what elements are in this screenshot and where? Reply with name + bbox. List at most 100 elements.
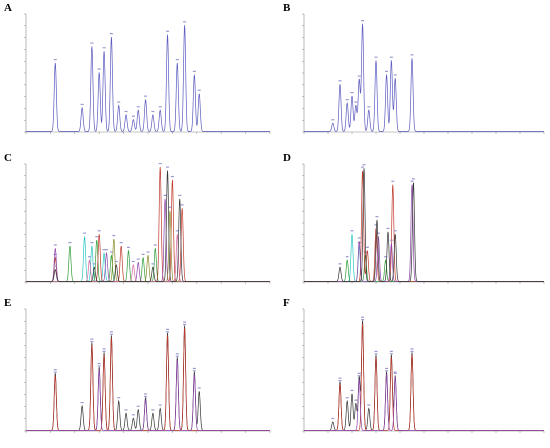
peak-marker [362, 164, 366, 166]
peak-marker [385, 367, 389, 370]
trace-series-1 [26, 325, 270, 431]
trace-series-2 [26, 327, 270, 431]
peak-marker [357, 237, 361, 239]
peak-marker [131, 115, 135, 117]
peak-marker [146, 251, 150, 253]
peak-marker [90, 242, 94, 244]
peak-marker [166, 30, 170, 32]
peak-marker [374, 56, 378, 58]
trace-series-1 [26, 236, 270, 282]
peak-marker [109, 333, 113, 335]
peak-marker [90, 338, 94, 340]
peak-marker [175, 58, 179, 61]
trace-series-3 [26, 359, 270, 431]
peak-marker [136, 405, 140, 407]
peak-marker [338, 263, 342, 265]
peak-marker [158, 162, 162, 165]
chromatogram-c [24, 162, 271, 284]
trace-series-3 [304, 170, 544, 282]
peak-marker [331, 119, 335, 121]
trace-series-1 [304, 23, 544, 132]
peak-marker [53, 244, 57, 246]
peak-marker [102, 348, 106, 350]
peak-marker [367, 106, 371, 108]
peak-marker [393, 372, 397, 374]
peak-marker [53, 371, 57, 373]
trace-series-5 [26, 210, 270, 282]
peak-marker [367, 404, 371, 406]
panel-label-f: F [283, 297, 290, 309]
peak-marker [124, 409, 128, 411]
peak-marker [410, 348, 414, 350]
axis-frame [25, 14, 270, 133]
peak-marker [163, 194, 167, 197]
peak-marker [357, 375, 361, 377]
peak-marker [183, 323, 187, 326]
peak-marker [131, 260, 135, 263]
peak-marker [354, 399, 358, 401]
peak-marker [410, 350, 414, 352]
peak-marker [136, 258, 140, 260]
panel-label-e: E [4, 297, 12, 309]
peak-marker [374, 353, 378, 355]
trace-series-2 [26, 240, 270, 282]
peak-marker [338, 377, 342, 379]
peak-marker [90, 340, 94, 343]
peak-marker [151, 263, 155, 265]
peak-marker [178, 194, 182, 197]
panel-label-a: A [4, 2, 12, 14]
peak-marker [117, 101, 121, 103]
peak-marker [384, 256, 388, 258]
peak-marker [119, 242, 123, 244]
peak-marker [393, 74, 397, 76]
peak-marker [354, 101, 358, 103]
peak-marker [393, 230, 397, 232]
peak-marker [141, 253, 145, 256]
peak-marker [389, 350, 393, 352]
chromatogram-a [24, 13, 271, 134]
trace-series-1 [304, 319, 544, 431]
peak-marker [136, 106, 140, 108]
peak-marker [192, 367, 196, 370]
peak-marker [175, 230, 179, 232]
peak-marker [112, 234, 116, 237]
peak-marker [158, 404, 162, 406]
peak-marker [80, 103, 84, 106]
chromatogram-e [24, 308, 271, 433]
peak-marker [192, 70, 196, 72]
peak-marker [375, 216, 379, 218]
peak-marker [53, 265, 57, 267]
peak-marker [158, 106, 162, 108]
peak-marker [80, 401, 84, 404]
peak-marker [68, 242, 72, 244]
peak-marker [168, 206, 172, 208]
axis-frame [25, 164, 270, 283]
peak-marker [361, 316, 365, 318]
peak-marker [389, 239, 393, 241]
trace-series-2 [304, 323, 544, 431]
peak-marker [361, 166, 365, 168]
chromatogram-b [302, 13, 545, 134]
peak-marker [97, 362, 101, 365]
peak-marker [124, 110, 128, 113]
peak-marker [183, 321, 187, 323]
peak-marker [83, 232, 87, 234]
trace-series-1 [304, 234, 544, 282]
peak-marker [102, 249, 106, 251]
peak-marker [357, 372, 361, 374]
panel-label-d: D [283, 152, 291, 164]
trace-series-5 [304, 168, 544, 282]
peak-marker [357, 75, 361, 77]
peak-marker [183, 21, 187, 23]
peak-marker [180, 204, 184, 206]
peak-marker [361, 319, 365, 321]
peak-marker [90, 42, 94, 44]
peak-marker [410, 180, 414, 182]
peak-marker [102, 47, 106, 49]
peak-marker [374, 350, 378, 352]
peak-marker [385, 70, 389, 72]
peak-marker [109, 331, 113, 333]
peak-marker [361, 20, 365, 22]
peak-marker [350, 389, 354, 391]
peak-marker [97, 230, 101, 232]
